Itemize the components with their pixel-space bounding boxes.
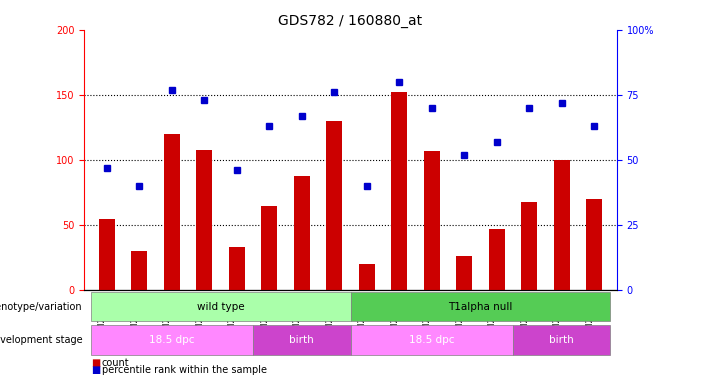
- Text: birth: birth: [290, 335, 314, 345]
- Text: wild type: wild type: [197, 302, 245, 312]
- Bar: [521, 202, 537, 290]
- Bar: [229, 247, 245, 290]
- Bar: [131, 251, 147, 290]
- Text: percentile rank within the sample: percentile rank within the sample: [102, 365, 266, 375]
- Bar: [359, 264, 375, 290]
- FancyBboxPatch shape: [350, 292, 611, 321]
- Text: T1alpha null: T1alpha null: [448, 302, 512, 312]
- FancyBboxPatch shape: [350, 325, 513, 355]
- Bar: [586, 199, 602, 290]
- FancyBboxPatch shape: [90, 292, 350, 321]
- Bar: [261, 206, 278, 290]
- Text: count: count: [102, 358, 129, 368]
- Title: GDS782 / 160880_at: GDS782 / 160880_at: [278, 13, 423, 28]
- Bar: [391, 92, 407, 290]
- Bar: [164, 134, 180, 290]
- Bar: [423, 151, 440, 290]
- Bar: [326, 121, 342, 290]
- FancyBboxPatch shape: [513, 325, 611, 355]
- Bar: [456, 256, 472, 290]
- Text: ■: ■: [91, 358, 100, 368]
- Bar: [196, 150, 212, 290]
- Bar: [554, 160, 570, 290]
- Text: development stage: development stage: [0, 335, 83, 345]
- FancyBboxPatch shape: [90, 325, 253, 355]
- FancyBboxPatch shape: [253, 325, 350, 355]
- Bar: [294, 176, 310, 290]
- Text: genotype/variation: genotype/variation: [0, 302, 83, 312]
- Text: birth: birth: [550, 335, 574, 345]
- Text: 18.5 dpc: 18.5 dpc: [149, 335, 195, 345]
- Bar: [99, 219, 115, 290]
- Bar: [489, 229, 505, 290]
- Text: ■: ■: [91, 365, 100, 375]
- Text: 18.5 dpc: 18.5 dpc: [409, 335, 454, 345]
